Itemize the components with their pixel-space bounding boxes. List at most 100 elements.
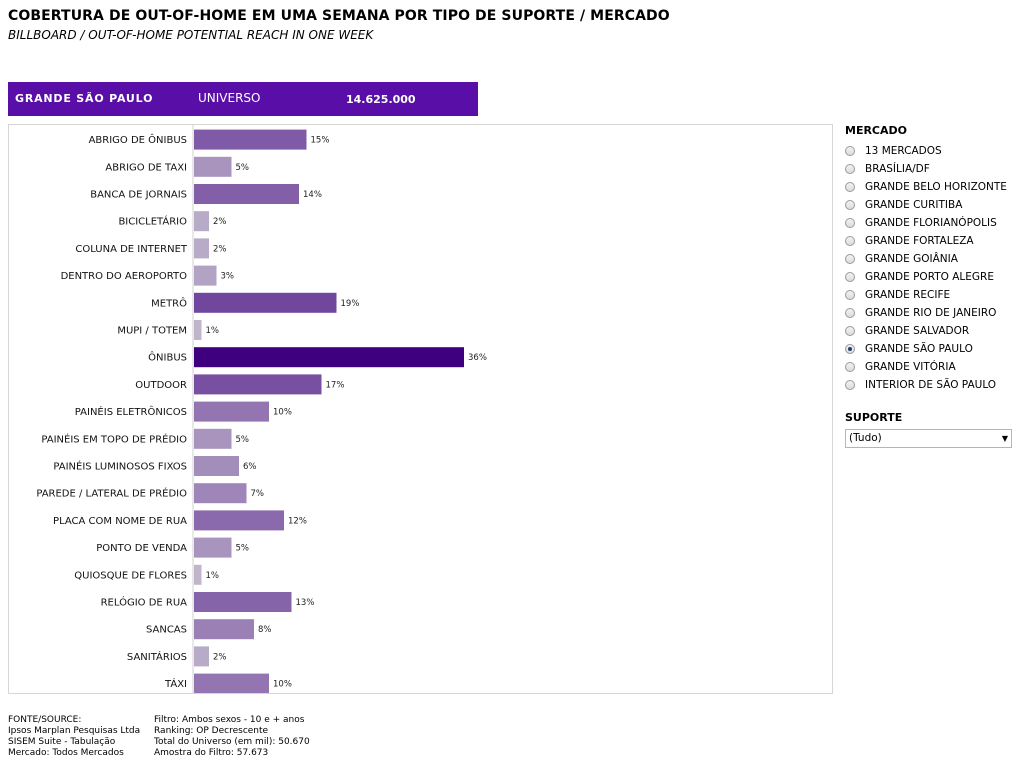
category-label: COLUNA DE INTERNET xyxy=(75,244,188,255)
bar[interactable] xyxy=(194,537,232,558)
market-option[interactable]: GRANDE SÃO PAULO xyxy=(845,340,1007,358)
bar[interactable] xyxy=(194,673,269,693)
support-select[interactable]: (Tudo) ▼ xyxy=(845,429,1012,448)
footer-line: Ipsos Marplan Pesquisas Ltda xyxy=(8,726,141,736)
bar-value-label: 5% xyxy=(236,435,250,445)
market-option-label: GRANDE VITÓRIA xyxy=(865,361,956,373)
bar[interactable] xyxy=(194,646,209,667)
market-option[interactable]: GRANDE FLORIANÓPOLIS xyxy=(845,214,1007,232)
radio-button[interactable] xyxy=(845,308,855,318)
bar[interactable] xyxy=(194,428,232,449)
market-option[interactable]: GRANDE RIO DE JANEIRO xyxy=(845,304,1007,322)
radio-button[interactable] xyxy=(845,146,855,156)
radio-button[interactable] xyxy=(845,344,855,354)
footer-line: Total do Universo (em mil): 50.670 xyxy=(154,737,310,747)
bar[interactable] xyxy=(194,510,284,531)
bar[interactable] xyxy=(194,184,299,204)
category-label: PAINÉIS LUMINOSOS FIXOS xyxy=(53,460,187,473)
bar[interactable] xyxy=(194,483,247,504)
bar[interactable] xyxy=(194,129,307,150)
bar[interactable] xyxy=(194,619,254,640)
bar-chart: ABRIGO DE ÔNIBUS 15% ABRIGO DE TAXI 5% BANCA… xyxy=(36,125,487,693)
bar-value-label: 12% xyxy=(288,516,307,526)
market-option-label: 13 MERCADOS xyxy=(865,145,942,157)
bar[interactable] xyxy=(194,401,269,422)
category-label: PAINÉIS EM TOPO DE PRÉDIO xyxy=(41,432,187,445)
support-title: SUPORTE xyxy=(845,411,903,424)
market-option-label: GRANDE PORTO ALEGRE xyxy=(865,271,994,283)
bar[interactable] xyxy=(194,564,202,585)
radio-button[interactable] xyxy=(845,380,855,390)
bar-value-label: 1% xyxy=(206,571,220,581)
market-option[interactable]: GRANDE SALVADOR xyxy=(845,322,1007,340)
market-option-label: GRANDE SALVADOR xyxy=(865,325,970,337)
market-option-label: GRANDE FLORIANÓPOLIS xyxy=(865,217,997,229)
market-option[interactable]: BRASÍLIA/DF xyxy=(845,160,1007,178)
chevron-down-icon[interactable]: ▼ xyxy=(1001,434,1008,443)
bar-value-label: 10% xyxy=(273,408,292,418)
market-title: MERCADO xyxy=(845,124,907,137)
footer-source: FONTE/SOURCE: Ipsos Marplan Pesquisas Ltd… xyxy=(8,715,140,759)
market-option[interactable]: 13 MERCADOS xyxy=(845,142,1007,160)
category-label: ABRIGO DE TAXI xyxy=(105,162,187,173)
bar[interactable] xyxy=(194,265,217,286)
market-option[interactable]: GRANDE CURITIBA xyxy=(845,196,1007,214)
category-label: PLACA COM NOME DE RUA xyxy=(53,516,187,527)
market-option[interactable]: GRANDE PORTO ALEGRE xyxy=(845,268,1007,286)
bar-value-label: 5% xyxy=(236,544,250,554)
radio-button[interactable] xyxy=(845,182,855,192)
page-title: COBERTURA DE OUT-OF-HOME EM UMA SEMANA P… xyxy=(8,8,670,24)
footer-filters: Filtro: Ambos sexos - 10 e + anos Ranking… xyxy=(154,715,310,759)
bar[interactable] xyxy=(194,592,292,612)
bar[interactable] xyxy=(194,320,202,340)
market-option-label: GRANDE GOIÂNIA xyxy=(865,253,958,265)
universe-banner: GRANDE SÃO PAULO UNIVERSO 14.625.000 xyxy=(8,82,478,116)
bar[interactable] xyxy=(194,156,232,177)
bar-value-label: 6% xyxy=(243,462,257,472)
market-option[interactable]: GRANDE VITÓRIA xyxy=(845,358,1007,376)
bar-value-label: 2% xyxy=(213,217,227,227)
footer-line: SISEM Suite - Tabulação xyxy=(8,737,116,747)
radio-button[interactable] xyxy=(845,290,855,300)
radio-button[interactable] xyxy=(845,272,855,282)
market-option[interactable]: GRANDE RECIFE xyxy=(845,286,1007,304)
bar[interactable] xyxy=(194,211,209,232)
bar[interactable] xyxy=(194,374,322,395)
footer-line: FONTE/SOURCE: xyxy=(8,715,82,725)
bar[interactable] xyxy=(194,456,239,476)
market-option[interactable]: GRANDE BELO HORIZONTE xyxy=(845,178,1007,196)
market-option[interactable]: INTERIOR DE SÃO PAULO xyxy=(845,376,1007,394)
radio-button[interactable] xyxy=(845,362,855,372)
category-label: PONTO DE VENDA xyxy=(96,543,187,554)
bar-value-label: 2% xyxy=(213,652,227,662)
radio-button[interactable] xyxy=(845,326,855,336)
bar-value-label: 17% xyxy=(326,380,345,390)
radio-button[interactable] xyxy=(845,200,855,210)
radio-button[interactable] xyxy=(845,236,855,246)
bar-value-label: 3% xyxy=(221,272,235,282)
bar-value-label: 8% xyxy=(258,625,272,635)
footer-line: Filtro: Ambos sexos - 10 e + anos xyxy=(154,715,305,725)
category-label: DENTRO DO AEROPORTO xyxy=(61,271,188,282)
category-label: ABRIGO DE ÔNIBUS xyxy=(89,133,187,146)
market-option-label: INTERIOR DE SÃO PAULO xyxy=(865,379,997,391)
bar-value-label: 15% xyxy=(311,136,330,146)
universe-label: UNIVERSO xyxy=(198,91,261,105)
radio-button[interactable] xyxy=(845,254,855,264)
bar-value-label: 10% xyxy=(273,680,292,690)
market-option-label: GRANDE SÃO PAULO xyxy=(865,343,973,355)
bar[interactable] xyxy=(194,238,209,259)
market-option[interactable]: GRANDE GOIÂNIA xyxy=(845,250,1007,268)
page-subtitle: BILLBOARD / OUT-OF-HOME POTENTIAL REACH … xyxy=(8,28,374,42)
bar[interactable] xyxy=(194,292,337,313)
radio-button[interactable] xyxy=(845,218,855,228)
category-label: BICICLETÁRIO xyxy=(118,215,187,228)
universe-value: 14.625.000 xyxy=(346,93,416,106)
market-option-label: GRANDE RIO DE JANEIRO xyxy=(865,307,997,319)
bar[interactable] xyxy=(194,347,464,368)
market-option-label: GRANDE CURITIBA xyxy=(865,199,963,211)
category-label: METRÔ xyxy=(151,296,187,309)
bar-value-label: 13% xyxy=(296,598,315,608)
radio-button[interactable] xyxy=(845,164,855,174)
market-option[interactable]: GRANDE FORTALEZA xyxy=(845,232,1007,250)
